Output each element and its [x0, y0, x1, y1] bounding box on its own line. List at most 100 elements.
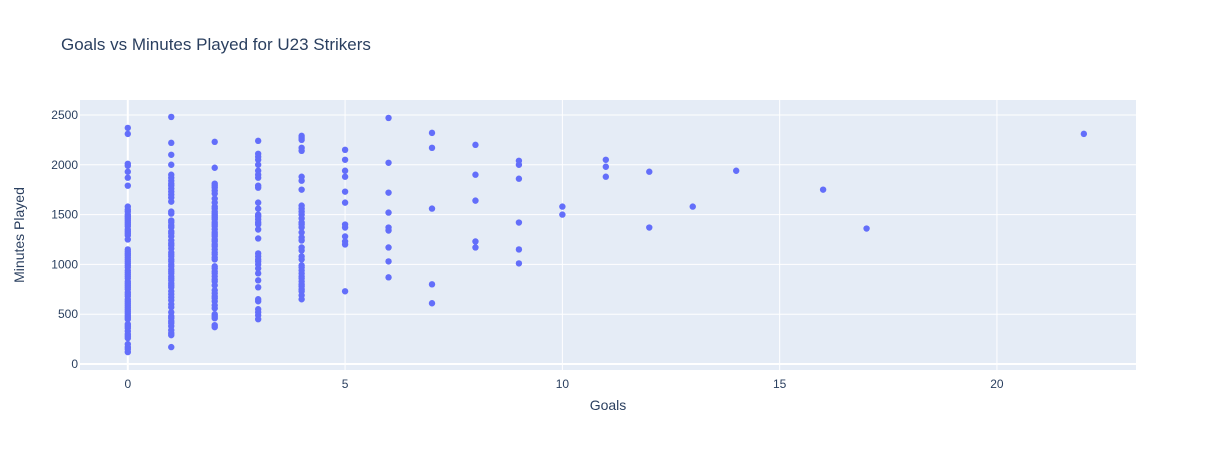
data-point	[254, 221, 262, 228]
data-point	[298, 296, 305, 303]
data-point	[124, 182, 132, 189]
data-point	[428, 281, 436, 288]
data-point	[124, 236, 132, 243]
data-point	[124, 348, 132, 356]
data-point	[124, 315, 132, 323]
data-point	[602, 173, 610, 180]
y-tick-label: 2000	[51, 158, 78, 172]
data-point	[124, 124, 132, 132]
data-point	[254, 156, 262, 163]
data-point	[341, 188, 349, 195]
data-point	[602, 163, 610, 170]
data-point	[124, 174, 132, 181]
data-point	[168, 304, 175, 311]
data-point	[385, 227, 392, 234]
data-point	[1080, 130, 1088, 138]
data-point	[341, 156, 349, 163]
data-point	[254, 298, 262, 305]
y-tick-label: 1000	[51, 257, 78, 271]
data-point	[472, 197, 479, 204]
data-point	[211, 164, 218, 171]
data-point	[168, 210, 175, 217]
data-point	[298, 224, 305, 231]
data-point	[168, 161, 175, 168]
data-point	[428, 144, 436, 152]
data-point	[472, 171, 479, 178]
data-point	[254, 315, 262, 323]
y-tick-labels: 0 500 1000 1500 2000 2500	[51, 108, 78, 371]
data-point	[168, 198, 175, 205]
data-point	[124, 334, 132, 342]
data-point	[515, 260, 523, 267]
data-point	[254, 174, 262, 181]
data-point	[254, 277, 262, 284]
data-point	[254, 284, 262, 291]
plot-background	[80, 100, 1136, 370]
data-point	[168, 139, 175, 147]
x-axis-title: Goals	[590, 397, 627, 413]
chart-title: Goals vs Minutes Played for U23 Strikers	[61, 35, 371, 54]
data-point	[211, 282, 218, 289]
data-point	[385, 209, 392, 216]
data-point	[385, 274, 392, 281]
x-tick-label: 10	[556, 377, 570, 391]
data-point	[385, 189, 392, 196]
data-point	[515, 161, 523, 168]
data-point	[341, 167, 349, 174]
data-point	[559, 203, 566, 210]
data-point	[341, 233, 349, 240]
data-point	[211, 323, 218, 331]
data-point	[254, 137, 262, 145]
data-point	[472, 244, 479, 251]
y-tick-label: 500	[58, 307, 78, 321]
data-point	[646, 224, 653, 231]
x-tick-label: 5	[342, 377, 349, 391]
data-point	[298, 237, 305, 244]
data-point	[341, 173, 349, 180]
x-tick-label: 15	[773, 377, 787, 391]
data-point	[863, 225, 870, 232]
data-point	[646, 168, 653, 175]
y-axis-title: Minutes Played	[11, 187, 27, 283]
data-point	[341, 241, 349, 248]
data-point	[385, 244, 392, 251]
data-point	[168, 113, 175, 121]
data-point	[602, 156, 610, 163]
data-points	[124, 113, 1088, 356]
data-point	[124, 168, 132, 175]
data-point	[472, 141, 479, 149]
data-point	[341, 146, 349, 154]
data-point	[124, 162, 132, 169]
data-point	[211, 305, 218, 312]
data-point	[254, 205, 262, 212]
data-point	[385, 159, 392, 166]
data-point	[298, 256, 305, 263]
data-point	[341, 199, 349, 206]
data-point	[515, 175, 523, 182]
data-point	[254, 226, 262, 233]
data-point	[254, 184, 262, 191]
y-tick-label: 2500	[51, 108, 78, 122]
data-point	[254, 161, 262, 168]
data-point	[168, 343, 175, 351]
data-point	[298, 186, 305, 193]
y-tick-label: 1500	[51, 208, 78, 222]
data-point	[515, 246, 523, 253]
data-point	[472, 238, 479, 245]
data-point	[732, 167, 740, 174]
data-point	[254, 199, 262, 206]
data-point	[428, 300, 436, 307]
data-point	[385, 114, 392, 122]
data-point	[298, 247, 305, 254]
data-point	[211, 314, 218, 322]
data-point	[428, 129, 436, 137]
data-point	[298, 136, 305, 144]
data-point	[341, 224, 349, 231]
data-point	[298, 229, 305, 236]
data-point	[211, 138, 218, 146]
x-tick-label: 20	[990, 377, 1004, 391]
data-point	[254, 265, 262, 272]
y-tick-label: 0	[71, 357, 78, 371]
data-point	[298, 147, 305, 155]
